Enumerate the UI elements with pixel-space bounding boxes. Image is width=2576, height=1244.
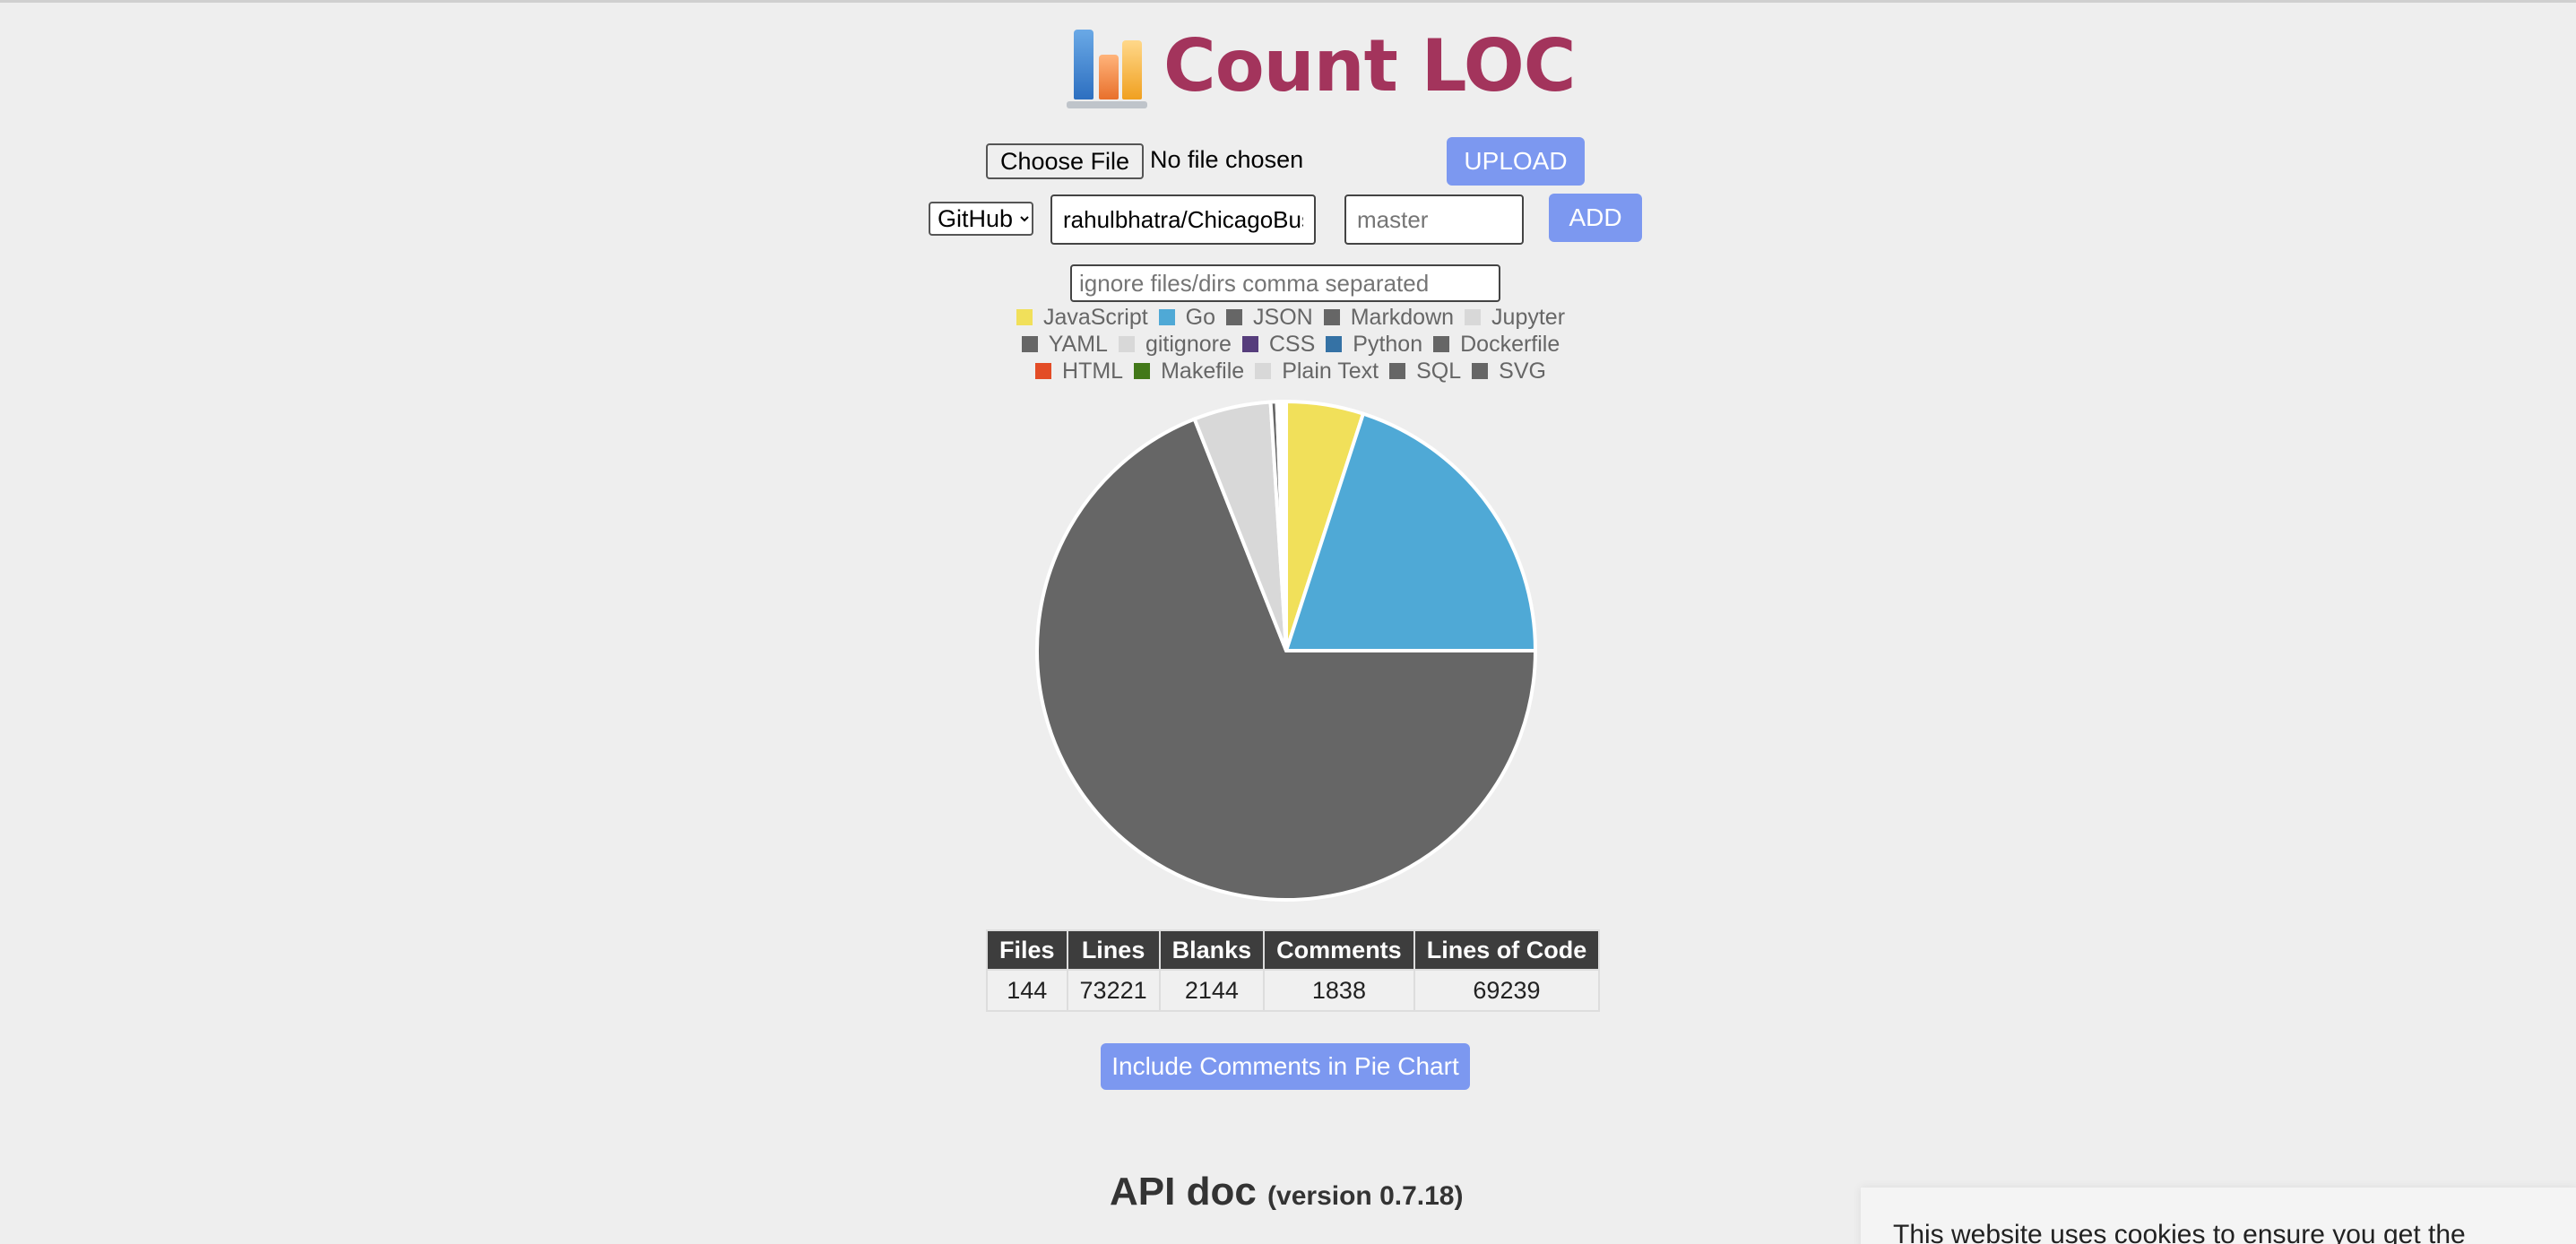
pie-slice-go[interactable] xyxy=(1284,411,1538,652)
legend-item-markdown[interactable]: Markdown xyxy=(1323,304,1455,331)
legend-item-jupyter[interactable]: Jupyter xyxy=(1465,305,1565,331)
legend-label: HTML xyxy=(1062,358,1124,384)
legend-item-css[interactable]: CSS xyxy=(1241,331,1316,358)
add-button[interactable]: ADD xyxy=(1549,194,1642,242)
legend-item-makefile[interactable]: Makefile xyxy=(1134,359,1244,384)
legend-label: YAML xyxy=(1048,331,1108,357)
legend-label: gitignore xyxy=(1145,331,1232,357)
api-doc-heading: API doc (version 0.7.18) xyxy=(1110,1170,1463,1214)
legend-swatch xyxy=(1472,363,1489,379)
legend-label: Dockerfile xyxy=(1460,331,1560,357)
value-files: 144 xyxy=(986,969,1068,1012)
legend-label: Markdown xyxy=(1350,304,1455,330)
legend-item-html[interactable]: HTML xyxy=(1035,359,1123,384)
legend-item-python[interactable]: Python xyxy=(1326,332,1422,358)
api-doc-version: (version 0.7.18) xyxy=(1267,1181,1464,1211)
value-comments: 1838 xyxy=(1263,969,1415,1012)
legend-item-yaml[interactable]: YAML xyxy=(1021,331,1108,358)
legend-swatch xyxy=(1326,336,1343,352)
branch-input[interactable] xyxy=(1344,194,1524,245)
legend-swatch xyxy=(1035,363,1052,379)
legend-swatch xyxy=(1134,363,1151,379)
pie-slice-makefile[interactable] xyxy=(1284,399,1288,652)
legend-label: JSON xyxy=(1253,304,1313,330)
legend-swatch xyxy=(1433,336,1450,352)
header-files: Files xyxy=(986,929,1068,971)
legend-swatch xyxy=(1158,309,1175,325)
bar-chart-icon xyxy=(1067,22,1147,108)
legend-swatch xyxy=(1118,336,1135,352)
legend-label: JavaScript xyxy=(1042,304,1148,330)
pie-slice-markdown[interactable] xyxy=(1035,416,1538,902)
legend-label: Jupyter xyxy=(1491,304,1566,330)
legend-item-json[interactable]: JSON xyxy=(1226,305,1313,331)
legend-label: Plain Text xyxy=(1282,358,1379,384)
choose-file-button[interactable]: Choose File xyxy=(986,143,1145,179)
legend-swatch xyxy=(1323,309,1340,325)
repo-input[interactable] xyxy=(1050,194,1316,245)
ignore-input[interactable] xyxy=(1070,264,1500,302)
value-blanks: 2144 xyxy=(1158,969,1266,1012)
legend-label: Makefile xyxy=(1161,358,1245,384)
legend-item-gitignore[interactable]: gitignore xyxy=(1118,331,1232,358)
file-status: No file chosen xyxy=(1150,146,1304,173)
legend-swatch xyxy=(1255,363,1272,379)
legend-row: JavaScript Go JSON Markdown Jupyter xyxy=(896,304,1685,331)
legend-label: SQL xyxy=(1416,358,1462,384)
pie-chart xyxy=(1035,399,1538,902)
chart-legend: JavaScript Go JSON Markdown Jupyter YAML gitig… xyxy=(896,304,1685,384)
legend-item-plain-text[interactable]: Plain Text xyxy=(1255,359,1379,384)
page-title: Count LOC xyxy=(1163,23,1577,108)
legend-label: SVG xyxy=(1499,358,1546,384)
value-lines-of-code: 69239 xyxy=(1413,969,1601,1012)
legend-item-sql[interactable]: SQL xyxy=(1389,359,1461,384)
header: Count LOC xyxy=(1067,21,1577,110)
legend-swatch xyxy=(1241,336,1258,352)
legend-label: Python xyxy=(1353,331,1423,357)
legend-item-go[interactable]: Go xyxy=(1158,304,1216,331)
value-lines: 73221 xyxy=(1066,969,1161,1012)
header-lines: Lines xyxy=(1066,929,1161,971)
cookie-text: This website uses cookies to ensure you … xyxy=(1893,1220,2466,1244)
legend-item-javascript[interactable]: JavaScript xyxy=(1016,305,1148,331)
stats-header-row: Files Lines Blanks Comments Lines of Cod… xyxy=(986,929,1601,971)
legend-item-dockerfile[interactable]: Dockerfile xyxy=(1433,332,1560,358)
header-blanks: Blanks xyxy=(1158,929,1266,971)
legend-row: HTML Makefile Plain Text SQL SVG xyxy=(896,358,1685,384)
legend-label: Go xyxy=(1185,304,1216,330)
header-lines-of-code: Lines of Code xyxy=(1413,929,1601,971)
header-comments: Comments xyxy=(1263,929,1415,971)
legend-label: CSS xyxy=(1268,331,1316,357)
cookie-banner: This website uses cookies to ensure you … xyxy=(1861,1188,2576,1244)
legend-item-svg[interactable]: SVG xyxy=(1472,359,1546,384)
legend-swatch xyxy=(1016,309,1033,325)
legend-swatch xyxy=(1389,363,1406,379)
upload-button[interactable]: UPLOAD xyxy=(1447,137,1585,186)
stats-table: Files Lines Blanks Comments Lines of Cod… xyxy=(986,929,1601,1012)
legend-swatch xyxy=(1021,336,1038,352)
legend-swatch xyxy=(1226,309,1243,325)
legend-row: YAML gitignore CSS Python Dockerfile xyxy=(896,331,1685,358)
include-comments-button[interactable]: Include Comments in Pie Chart xyxy=(1101,1043,1470,1090)
api-doc-title: API doc xyxy=(1110,1170,1257,1214)
source-select[interactable]: GitHub xyxy=(929,202,1033,236)
table-row: 144 73221 2144 1838 69239 xyxy=(986,969,1601,1012)
legend-swatch xyxy=(1465,309,1482,325)
